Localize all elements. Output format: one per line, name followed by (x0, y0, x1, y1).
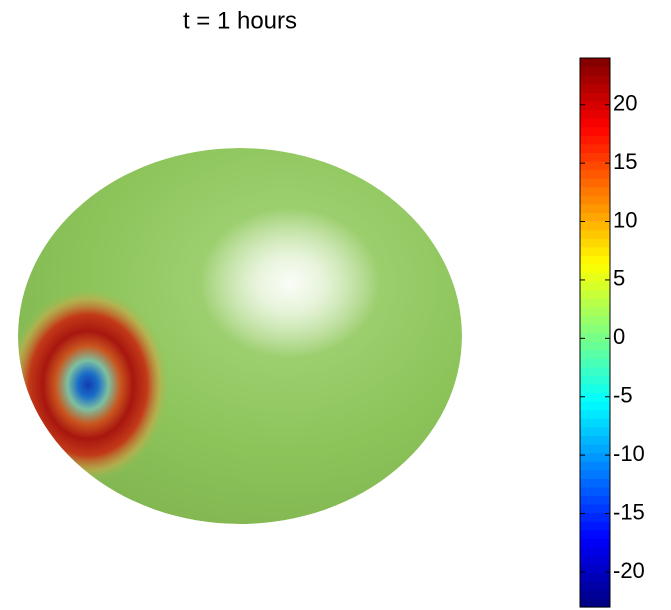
colorbar-swatch (580, 538, 610, 548)
colorbar-swatch (580, 452, 610, 462)
colorbar-swatch (580, 246, 610, 256)
colorbar-swatch (580, 229, 610, 239)
colorbar-swatch (580, 469, 610, 479)
colorbar-swatch (580, 238, 610, 248)
colorbar-tick-label: 0 (613, 324, 625, 349)
colorbar-swatch (580, 401, 610, 411)
colorbar-swatch (580, 375, 610, 385)
colorbar-swatch (580, 504, 610, 514)
colorbar-swatch (580, 143, 610, 153)
colorbar-swatch (580, 212, 610, 222)
colorbar-tick-label: -20 (613, 558, 645, 583)
colorbar-swatch (580, 66, 610, 76)
colorbar-swatch (580, 409, 610, 419)
colorbar-swatch (580, 75, 610, 85)
colorbar-swatch (580, 349, 610, 359)
colorbar-tick-label: 20 (613, 91, 637, 116)
colorbar-swatch (580, 298, 610, 308)
colorbar-swatch (580, 555, 610, 565)
colorbar-swatch (580, 366, 610, 376)
colorbar-swatch (580, 512, 610, 522)
colorbar-tick-label: -15 (613, 499, 645, 524)
colorbar-swatch (580, 495, 610, 505)
sphere (18, 148, 462, 524)
colorbar-swatch (580, 546, 610, 557)
specular-highlight (200, 208, 380, 358)
colorbar-swatch (580, 332, 610, 342)
colorbar-swatch (580, 195, 610, 205)
colorbar-swatch (580, 255, 610, 265)
colorbar-swatch (580, 289, 610, 299)
colorbar-swatch (580, 83, 610, 93)
colorbar-swatch (580, 263, 610, 274)
colorbar-swatch (580, 444, 610, 454)
colorbar-swatch (580, 486, 610, 497)
colorbar-swatch (580, 220, 610, 231)
colorbar-swatch (580, 58, 610, 68)
colorbar-swatch (580, 152, 610, 162)
colorbar-tick-label: 15 (613, 149, 637, 174)
colorbar-swatch (580, 521, 610, 531)
colorbar-swatch (580, 435, 610, 445)
colorbar-swatch (580, 169, 610, 179)
colorbar-swatch (580, 272, 610, 282)
colorbar-swatch (580, 135, 610, 145)
colorbar-swatch (580, 323, 610, 334)
colorbar-swatch (580, 418, 610, 428)
colorbar-swatch (580, 281, 610, 291)
colorbar-swatch (580, 581, 610, 591)
colorbar-swatch (580, 598, 610, 608)
colorbar-swatch (580, 160, 610, 171)
colorbar-swatch (580, 178, 610, 188)
colorbar-swatch (580, 315, 610, 325)
colorbar-swatch (580, 186, 610, 196)
colorbar-swatch (580, 572, 610, 582)
colorbar-swatch (580, 109, 610, 119)
colorbar-swatch (580, 589, 610, 600)
colorbar-frame (579, 57, 611, 608)
colorbar-swatch (580, 426, 610, 437)
colorbar-swatch (580, 92, 610, 102)
colorbar-tick-label: 5 (613, 266, 625, 291)
colorbar-swatch (580, 461, 610, 471)
colorbar-swatch (580, 306, 610, 316)
colorbar-swatch (580, 564, 610, 574)
colorbar-swatch (580, 529, 610, 539)
colorbar-swatch (580, 203, 610, 214)
colorbar-tick-label: 10 (613, 207, 637, 232)
colorbar-swatch (580, 358, 610, 368)
colorbar-swatch (580, 118, 610, 128)
colorbar-swatch (580, 383, 610, 394)
colorbar-swatch (580, 100, 610, 111)
chart-title: t = 1 hours (183, 7, 297, 34)
anomaly-spot (18, 287, 170, 483)
colorbar-tick-label: -5 (613, 383, 633, 408)
colorbar: -20 -15 -10 -5 0 5 10 15 20 (579, 57, 645, 608)
colorbar-tick-label: -10 (613, 441, 645, 466)
colorbar-swatch (580, 341, 610, 351)
colorbar-swatch (580, 478, 610, 488)
colorbar-swatch (580, 392, 610, 402)
colorbar-swatch (580, 126, 610, 136)
